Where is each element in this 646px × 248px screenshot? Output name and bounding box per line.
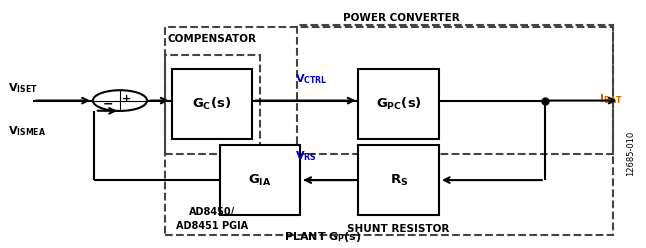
Text: COMPENSATOR: COMPENSATOR xyxy=(167,34,256,44)
Circle shape xyxy=(93,90,147,111)
Text: I$_\mathregular{BAT}$: I$_\mathregular{BAT}$ xyxy=(599,93,623,106)
Text: V$_\mathregular{ISMEA}$: V$_\mathregular{ISMEA}$ xyxy=(8,124,47,138)
Text: SHUNT RESISTOR: SHUNT RESISTOR xyxy=(348,223,450,234)
Text: G$_\mathregular{PC}$(s): G$_\mathregular{PC}$(s) xyxy=(376,96,422,112)
Bar xyxy=(359,68,439,139)
Bar xyxy=(165,55,260,154)
Text: +: + xyxy=(121,93,131,104)
Text: G$_\mathregular{IA}$: G$_\mathregular{IA}$ xyxy=(248,173,272,188)
Bar xyxy=(220,145,300,215)
Text: PLANT G$_\mathregular{P}$(s): PLANT G$_\mathregular{P}$(s) xyxy=(284,230,362,244)
Text: AD8450/
AD8451 PGIA: AD8450/ AD8451 PGIA xyxy=(176,207,248,231)
Text: R$_\mathregular{S}$: R$_\mathregular{S}$ xyxy=(390,173,408,188)
Bar xyxy=(172,68,252,139)
Text: −: − xyxy=(103,98,114,111)
Bar xyxy=(359,145,439,215)
Text: V$_\mathregular{CTRL}$: V$_\mathregular{CTRL}$ xyxy=(295,72,328,86)
Text: V$_\mathregular{RS}$: V$_\mathregular{RS}$ xyxy=(295,150,317,163)
Bar xyxy=(165,27,613,235)
Text: POWER CONVERTER: POWER CONVERTER xyxy=(343,13,460,23)
Text: V$_\mathregular{ISET}$: V$_\mathregular{ISET}$ xyxy=(8,81,38,95)
Text: 12685-010: 12685-010 xyxy=(626,131,635,176)
Bar xyxy=(297,25,613,154)
Text: G$_\mathregular{C}$(s): G$_\mathregular{C}$(s) xyxy=(193,96,231,112)
